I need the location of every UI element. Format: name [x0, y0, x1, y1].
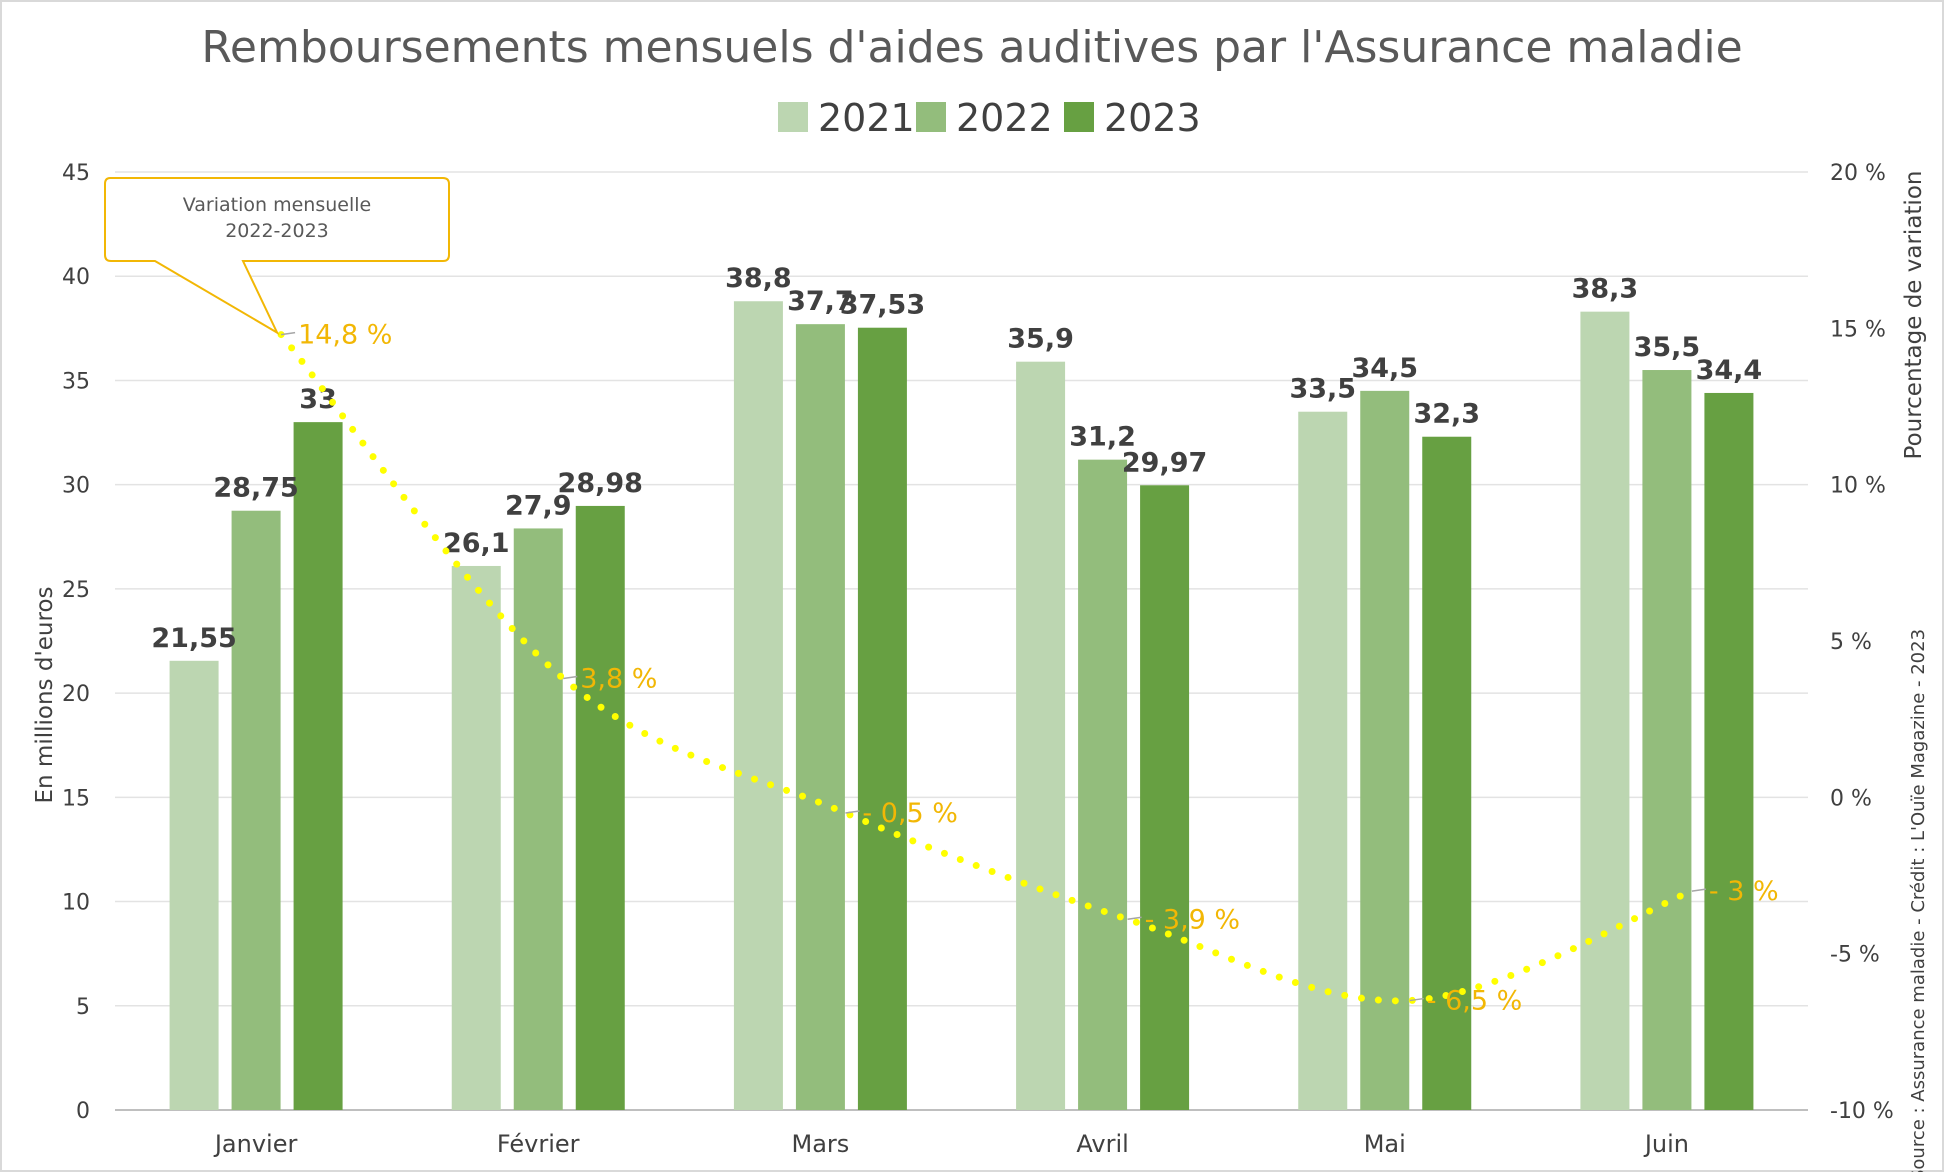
bar-2021 — [1580, 311, 1630, 1110]
callout-line-2: 2022-2023 — [225, 220, 329, 242]
y-tick-label: 5 — [76, 995, 90, 1020]
legend-swatch-2021 — [778, 102, 808, 132]
bar-value-label: 28,75 — [213, 473, 298, 504]
variation-leader — [1409, 997, 1424, 1002]
variation-value-label: - 3 % — [1709, 876, 1779, 907]
y2-axis-label: Pourcentage de variation — [1901, 171, 1927, 460]
bar-value-label: 38,3 — [1572, 274, 1639, 305]
y-tick-label: 20 — [62, 682, 90, 707]
x-tick-label: Février — [497, 1130, 580, 1158]
bar-2021 — [1016, 361, 1066, 1110]
x-axis: Janvier Février Mars Avril Mai Juin — [213, 1130, 1689, 1158]
variation-leader — [280, 331, 296, 336]
bar-2022 — [1360, 390, 1410, 1110]
bar-2021 — [169, 660, 219, 1110]
bar-value-label: 32,3 — [1413, 399, 1480, 430]
bar-value-label: 35,9 — [1007, 324, 1074, 355]
bar-2022 — [1078, 459, 1128, 1110]
y2-axis: -10 % -5 % 0 % 5 % 10 % 15 % 20 % — [1830, 161, 1894, 1124]
bar-value-label: 31,2 — [1069, 422, 1136, 453]
x-tick-label: Juin — [1643, 1130, 1689, 1158]
variation-value-label: - 3,9 % — [1145, 904, 1241, 935]
bar-value-label: 34,4 — [1696, 355, 1763, 386]
variation-value-label: 14,8 % — [298, 320, 392, 351]
variation-leader — [1127, 916, 1142, 921]
bar-value-label: 29,97 — [1122, 447, 1207, 478]
bar-value-label: 27,9 — [505, 490, 572, 521]
chart-title: Remboursements mensuels d'aides auditive… — [201, 22, 1742, 73]
bar-2022 — [513, 528, 563, 1110]
y-axis: 0 5 10 15 20 25 30 35 40 45 — [62, 161, 90, 1124]
bar-2022 — [231, 510, 281, 1110]
callout-box — [104, 177, 450, 336]
y-tick-label: 30 — [62, 474, 90, 499]
y2-tick-label: 20 % — [1830, 161, 1886, 186]
y2-tick-label: -10 % — [1830, 1099, 1894, 1124]
variation-value-label: - 6,5 % — [1427, 986, 1523, 1017]
grid — [115, 171, 1808, 1111]
bar-2023 — [575, 505, 625, 1111]
legend: 2021 2022 2023 — [778, 96, 1201, 140]
bar-value-label: 21,55 — [151, 623, 236, 654]
bar-value-label: 35,5 — [1634, 332, 1701, 363]
bar-2023 — [857, 327, 907, 1110]
bar-value-label: 34,5 — [1351, 353, 1418, 384]
bar-2021 — [1298, 411, 1348, 1110]
legend-swatch-2022 — [916, 102, 946, 132]
y-tick-label: 35 — [62, 369, 90, 394]
legend-label-2023: 2023 — [1104, 96, 1201, 140]
bars — [169, 301, 1754, 1111]
bar-value-label: 28,98 — [558, 468, 643, 499]
legend-label-2022: 2022 — [956, 96, 1053, 140]
bar-value-label: 33,5 — [1289, 374, 1356, 405]
variation-leader — [845, 810, 860, 814]
bar-value-label: 26,1 — [443, 528, 510, 559]
x-tick-label: Mars — [792, 1130, 850, 1158]
callout: Variation mensuelle 2022-2023 — [104, 177, 450, 336]
bar-2023 — [293, 422, 343, 1111]
y2-tick-label: 10 % — [1830, 474, 1886, 499]
bar-2021 — [451, 565, 501, 1110]
y-tick-label: 15 — [62, 786, 90, 811]
bar-value-label: 37,7 — [787, 286, 854, 317]
callout-line-1: Variation mensuelle — [183, 194, 371, 216]
variation-value-label: - 0,5 % — [862, 798, 958, 829]
x-tick-label: Mai — [1364, 1130, 1406, 1158]
bar-labels: 21,55 26,1 38,8 35,9 33,5 38,3 28,75 27,9 37,7 31… — [151, 263, 1762, 654]
y-tick-label: 25 — [62, 578, 90, 603]
variation-leader — [1691, 888, 1707, 892]
y2-tick-label: 5 % — [1830, 630, 1872, 655]
y-tick-label: 40 — [62, 265, 90, 290]
bar-2023 — [1140, 485, 1190, 1110]
y-axis-label: En millions d'euros — [32, 587, 58, 804]
bar-2023 — [1704, 392, 1754, 1110]
y2-tick-label: 15 % — [1830, 317, 1886, 342]
bar-2022 — [1642, 370, 1692, 1110]
x-tick-label: Avril — [1076, 1130, 1128, 1158]
bar-2021 — [733, 301, 783, 1110]
variation-line: 14,8 % 3,8 % - 0,5 % - 3,9 % - 6,5 % - 3 % — [277, 320, 1779, 1017]
bar-value-label: 37,53 — [840, 290, 925, 321]
legend-label-2021: 2021 — [818, 96, 915, 140]
y2-tick-label: 0 % — [1830, 786, 1872, 811]
source-credit: Source : Assurance maladie - Crédit : L'… — [1908, 629, 1929, 1172]
y-tick-label: 0 — [76, 1099, 90, 1124]
y-tick-label: 10 — [62, 891, 90, 916]
variation-value-label: 3,8 % — [580, 664, 657, 695]
x-tick-label: Janvier — [213, 1130, 298, 1158]
y2-tick-label: -5 % — [1830, 943, 1880, 968]
variation-leader — [563, 675, 578, 680]
bar-value-label: 38,8 — [725, 263, 792, 294]
y-tick-label: 45 — [62, 161, 90, 186]
bar-2022 — [795, 324, 845, 1111]
legend-swatch-2023 — [1064, 102, 1094, 132]
